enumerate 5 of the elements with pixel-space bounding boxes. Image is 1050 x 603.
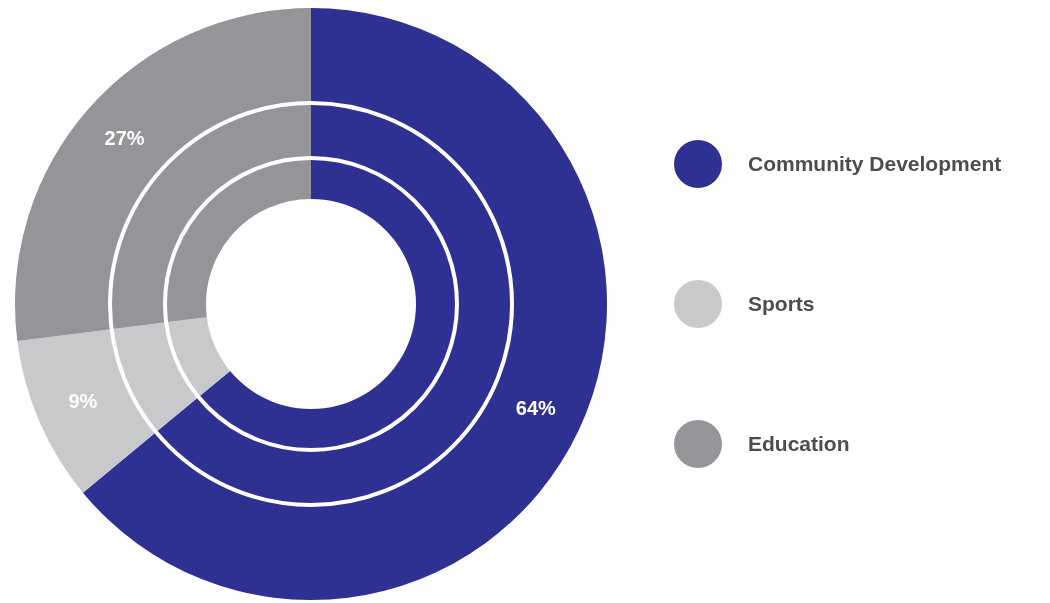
legend-label: Community Development bbox=[748, 152, 1002, 176]
legend-label: Sports bbox=[748, 292, 815, 316]
data-label: 27% bbox=[104, 127, 145, 150]
legend-label: Education bbox=[748, 432, 850, 456]
data-label: 64% bbox=[515, 397, 557, 420]
